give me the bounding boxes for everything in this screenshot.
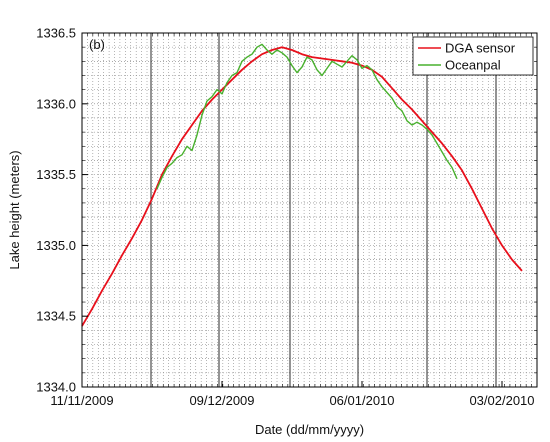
y-tick-label: 1335.0 bbox=[36, 238, 76, 253]
legend-label-oceanpal: Oceanpal bbox=[445, 58, 501, 73]
series-line-dga-sensor bbox=[81, 46, 523, 327]
x-tick-label: 03/02/2010 bbox=[469, 393, 534, 408]
legend-box bbox=[412, 36, 534, 76]
x-tick-label: 09/12/2009 bbox=[189, 393, 254, 408]
y-tick-label: 1334.5 bbox=[36, 309, 76, 324]
y-tick-label: 1336.0 bbox=[36, 96, 76, 111]
legend-label-dga-sensor: DGA sensor bbox=[445, 41, 516, 56]
x-tick-label: 11/11/2009 bbox=[50, 393, 113, 408]
y-tick-label: 1336.5 bbox=[36, 26, 76, 41]
x-tick-label: 06/01/2010 bbox=[329, 393, 394, 408]
series-line-oceanpal bbox=[156, 43, 458, 190]
x-axis-label: Date (dd/mm/yyyy) bbox=[255, 422, 364, 437]
y-tick-label: 1335.5 bbox=[36, 167, 76, 182]
panel-label: (b) bbox=[89, 37, 105, 52]
legend: DGA sensor Oceanpal bbox=[412, 36, 534, 76]
y-tick-label: 1334.0 bbox=[36, 380, 76, 395]
y-axis-label: Lake height (meters) bbox=[7, 150, 22, 269]
